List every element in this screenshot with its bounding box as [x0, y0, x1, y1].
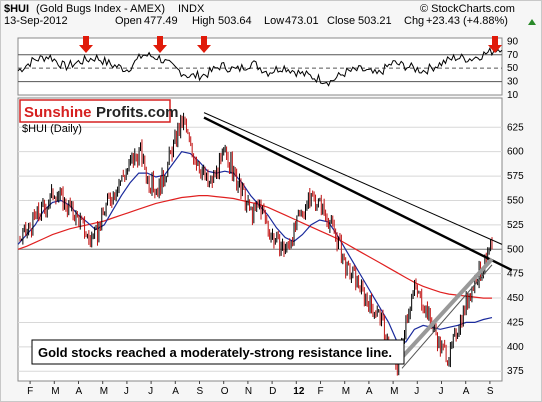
x-tick-label: J — [414, 386, 419, 397]
x-tick-label: A — [172, 386, 179, 397]
rsi-panel: 10 30 50 70 90 — [17, 36, 519, 101]
up-arrow-icon — [528, 19, 536, 25]
price-tick-label: 450 — [507, 293, 524, 304]
signal-arrow-icon — [83, 36, 89, 45]
x-tick-label: A — [366, 386, 373, 397]
x-tick-label: A — [463, 386, 470, 397]
close-label: Close — [327, 15, 355, 27]
brand-part1: Sunshine — [24, 104, 92, 121]
signal-arrow-head-icon — [488, 45, 502, 53]
open-value: 477.49 — [144, 15, 178, 27]
open-label: Open — [115, 15, 142, 27]
header-exchange: INDX — [178, 3, 205, 15]
rsi-tick-label: 90 — [507, 36, 519, 47]
x-tick-label: A — [76, 386, 83, 397]
x-tick-label: M — [342, 386, 350, 397]
x-tick-label: J — [124, 386, 129, 397]
header-name: (Gold Bugs Index - AMEX) — [36, 3, 165, 15]
rsi-tick-label: 30 — [507, 77, 519, 88]
upper-channel-line — [203, 112, 503, 245]
signal-arrow-icon — [201, 36, 207, 45]
x-tick-label: M — [390, 386, 398, 397]
close-value: 503.21 — [358, 15, 392, 27]
price-tick-label: 400 — [507, 342, 524, 353]
rsi-line — [17, 46, 503, 87]
price-tick-label: 550 — [507, 195, 524, 206]
signal-arrow-icon — [492, 36, 498, 45]
x-tick-label: D — [269, 386, 276, 397]
signal-arrow-head-icon — [197, 45, 211, 53]
x-tick-label: F — [27, 386, 33, 397]
signal-arrow-icon — [157, 36, 163, 45]
price-tick-label: 600 — [507, 147, 524, 158]
x-tick-label: M — [51, 386, 59, 397]
price-tick-label: 625 — [507, 122, 524, 133]
annotation-box: Gold stocks reached a moderately-strong … — [31, 339, 405, 365]
brand-logo: Sunshine Profits.com — [19, 99, 179, 123]
price-tick-label: 475 — [507, 269, 524, 280]
support-line — [398, 257, 494, 361]
x-tick-label: F — [318, 386, 324, 397]
signal-arrow-head-icon — [153, 45, 167, 53]
signal-arrow-head-icon — [79, 45, 93, 53]
x-tick-label: S — [487, 386, 494, 397]
price-legend: $HUI (Daily) — [22, 123, 82, 135]
header-date: 13-Sep-2012 — [4, 15, 68, 27]
rsi-tick-label: 50 — [507, 63, 519, 74]
brand-part2: Profits.com — [96, 104, 179, 121]
price-tick-label: 575 — [507, 171, 524, 182]
x-tick-label: S — [197, 386, 204, 397]
high-value: 503.64 — [218, 15, 252, 27]
chg-label: Chg — [404, 15, 424, 27]
price-tick-label: 525 — [507, 220, 524, 231]
price-tick-label: 425 — [507, 317, 524, 328]
x-tick-label: 12 — [293, 386, 305, 397]
support-line — [401, 264, 493, 369]
header-copyright: © StockCharts.com — [420, 3, 515, 15]
high-label: High — [192, 15, 215, 27]
resistance-line — [203, 116, 513, 272]
chg-value: +23.43 (+4.88%) — [426, 15, 508, 27]
x-tick-label: O — [221, 386, 229, 397]
annotation-text: Gold stocks reached a moderately-strong … — [38, 345, 392, 360]
low-label: Low — [264, 15, 284, 27]
x-tick-label: N — [245, 386, 252, 397]
x-tick-label: J — [148, 386, 153, 397]
low-value: 473.01 — [285, 15, 319, 27]
price-tick-label: 375 — [507, 366, 524, 377]
x-tick-label: J — [439, 386, 444, 397]
rsi-tick-label: 10 — [507, 90, 519, 101]
header-symbol: $HUI — [4, 3, 29, 15]
x-tick-label: M — [100, 386, 108, 397]
rsi-tick-label: 70 — [507, 50, 519, 61]
price-tick-label: 500 — [507, 244, 524, 255]
